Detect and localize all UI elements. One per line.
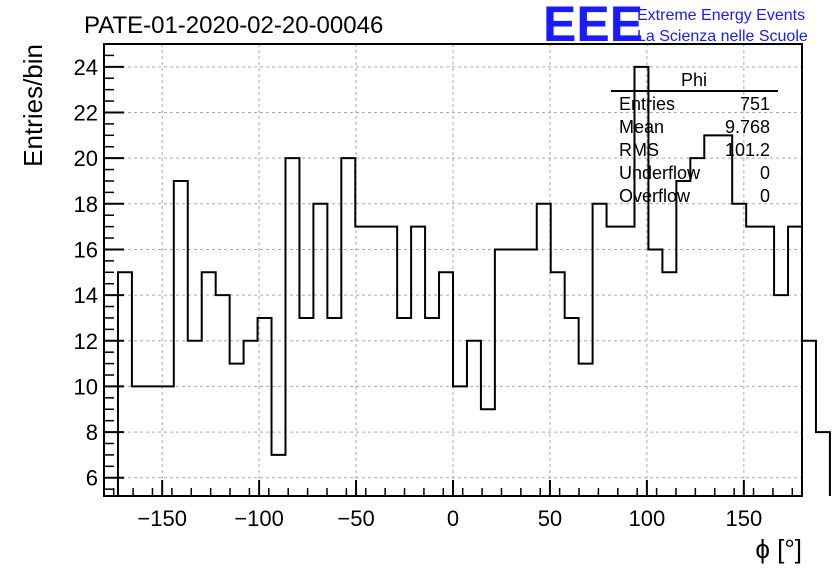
- y-tick-label: 10: [74, 374, 98, 399]
- histogram-bin: [481, 409, 495, 496]
- histogram-bin: [648, 249, 662, 496]
- histogram-bin: [509, 249, 523, 496]
- histogram-bin: [355, 227, 369, 496]
- histogram-bin: [202, 272, 216, 496]
- x-tick-label: −100: [234, 506, 284, 531]
- y-tick-label: 6: [86, 466, 98, 491]
- histogram-bin: [341, 158, 355, 496]
- chart-title: PATE-01-2020-02-20-00046: [84, 12, 383, 39]
- y-tick-label: 8: [86, 420, 98, 445]
- ticks-layer: [104, 43, 794, 496]
- histogram-bin: [439, 272, 453, 496]
- histogram-bin: [285, 158, 299, 496]
- stats-title: Phi: [681, 70, 707, 90]
- x-tick-label: −150: [137, 506, 187, 531]
- histogram-bin: [216, 295, 230, 496]
- histogram-bin: [704, 135, 718, 496]
- eee-logo-mark: EEE: [543, 0, 643, 52]
- y-tick-label: 18: [74, 192, 98, 217]
- histogram-bin: [816, 432, 830, 496]
- histogram-bin: [523, 249, 537, 496]
- histogram-bin: [621, 227, 635, 496]
- histogram-outline: [116, 65, 831, 496]
- y-tick-label: 14: [74, 283, 98, 308]
- histogram-bin: [174, 181, 188, 496]
- y-tick-label: 16: [74, 237, 98, 262]
- histogram-bin: [774, 295, 788, 496]
- histogram-bin: [299, 318, 313, 496]
- histogram-bin: [718, 135, 732, 496]
- stats-box: Phi Entries 751 Mean 9.768 RMS 101.2 Underflow…: [611, 70, 778, 206]
- y-tick-label: 20: [74, 146, 98, 171]
- histogram-bin: [746, 227, 760, 496]
- x-tick-label: −50: [337, 506, 374, 531]
- histogram-bin: [425, 318, 439, 496]
- histogram-bin: [607, 227, 621, 496]
- histogram-bin: [244, 341, 258, 496]
- histogram-bin: [383, 227, 397, 496]
- tick-labels-layer: −150 −100 −50 0 50 100 150 6 8 10 12 14 16 18 20 22 24: [74, 55, 763, 531]
- logo-line-1: Extreme Energy Events: [637, 7, 805, 24]
- stats-row-value: 751: [740, 94, 770, 114]
- histogram-bin: [118, 272, 132, 496]
- histogram-bin: [230, 364, 244, 496]
- y-tick-label: 24: [74, 55, 98, 80]
- histogram-bin: [411, 227, 425, 496]
- histogram-bin: [690, 158, 704, 496]
- histogram-bin: [662, 272, 676, 496]
- histogram-bin: [565, 318, 579, 496]
- histogram-bin: [188, 341, 202, 496]
- histogram-bin: [802, 341, 816, 496]
- histogram-bin: [593, 204, 607, 496]
- stats-row-label: RMS: [619, 140, 659, 160]
- x-tick-label: 50: [538, 506, 562, 531]
- x-tick-label: 0: [447, 506, 459, 531]
- histogram-bin: [788, 227, 802, 496]
- y-axis-title: Entries/bin: [18, 44, 48, 167]
- x-tick-label: 100: [629, 506, 666, 531]
- histogram-layer: [116, 65, 831, 496]
- histogram-bin: [453, 386, 467, 496]
- histogram-bin: [467, 341, 481, 496]
- stats-row-label: Mean: [619, 117, 664, 137]
- histogram-bin: [327, 318, 341, 496]
- histogram-bin: [579, 364, 593, 496]
- y-tick-label: 22: [74, 100, 98, 125]
- histogram-bin: [537, 204, 551, 496]
- y-tick-label: 12: [74, 329, 98, 354]
- stats-row-label: Overflow: [619, 186, 691, 206]
- histogram-bin: [160, 386, 174, 496]
- histogram-bin: [272, 455, 286, 496]
- stats-row-value: 0: [760, 186, 770, 206]
- histogram-bin: [732, 204, 746, 496]
- histogram-bin: [495, 249, 509, 496]
- stats-row-value: 0: [760, 163, 770, 183]
- histogram-bin: [132, 386, 146, 496]
- histogram-bin: [369, 227, 383, 496]
- histogram-bin: [313, 204, 327, 496]
- stats-rows: Entries 751 Mean 9.768 RMS 101.2 Underflow 0 Ove…: [619, 94, 770, 206]
- stats-row-value: 101.2: [725, 140, 770, 160]
- stats-row-label: Entries: [619, 94, 675, 114]
- histogram-bin: [258, 318, 272, 496]
- histogram-bin: [760, 227, 774, 496]
- histogram-bin: [676, 181, 690, 496]
- logo-line-2: La Scienza nelle Scuole: [637, 28, 808, 45]
- histogram-bin: [146, 386, 160, 496]
- stats-row-label: Underflow: [619, 163, 701, 183]
- histogram-bin: [551, 272, 565, 496]
- x-axis-title: ϕ [°]: [755, 534, 802, 564]
- eee-logo: EEE Extreme Energy Events La Scienza nel…: [543, 0, 808, 52]
- stats-row-value: 9.768: [725, 117, 770, 137]
- histogram-bin: [397, 318, 411, 496]
- x-tick-label: 150: [725, 506, 762, 531]
